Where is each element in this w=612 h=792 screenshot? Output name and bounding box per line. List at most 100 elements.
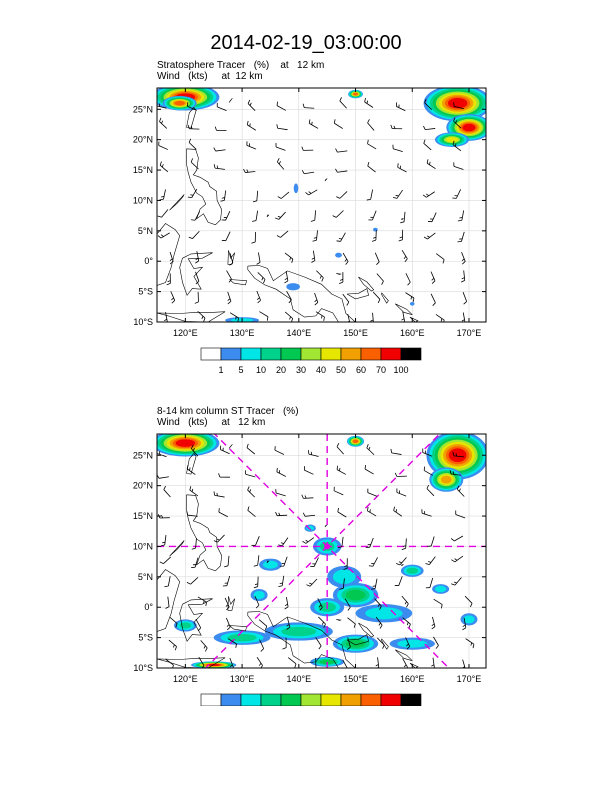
wind-barb [335, 168, 348, 173]
tracer-contour [319, 659, 335, 665]
wind-barb [336, 191, 348, 199]
y-tick-label: 5°S [138, 287, 153, 297]
wind-barb [275, 511, 288, 517]
wind-barb [159, 556, 172, 565]
coastline [179, 252, 213, 296]
wind-barb [393, 506, 403, 517]
wind-barb [259, 639, 265, 652]
wind-barb [314, 292, 319, 306]
wind-barb [332, 210, 344, 218]
wind-barb [311, 250, 316, 263]
coastline [186, 106, 197, 129]
plot-background [157, 88, 486, 322]
wind-barb [284, 252, 294, 263]
colorbar-label: 70 [376, 365, 386, 375]
wind-barb [465, 638, 475, 649]
x-tick-label: 170°E [457, 674, 482, 684]
plot-area [157, 88, 486, 322]
wind-barb [287, 657, 297, 668]
wind-barb [310, 557, 319, 567]
wind-barb [200, 640, 208, 652]
y-tick-label: 10°S [133, 663, 153, 673]
wind-barb [301, 146, 314, 151]
wind-barb [400, 211, 406, 224]
wind-barb [276, 124, 288, 131]
wind-barb [229, 253, 234, 266]
y-tick-label: 20°N [133, 481, 153, 491]
wind-barb [275, 489, 286, 497]
wind-barb [333, 119, 343, 129]
wind-barb [343, 558, 348, 571]
wind-barb [187, 188, 198, 199]
tracer-contour [435, 585, 447, 593]
wind-barb [166, 273, 171, 286]
wind-barb [186, 577, 199, 585]
wind-barb [246, 443, 256, 455]
wind-barb [276, 101, 287, 111]
wind-barb [170, 291, 176, 304]
wind-barb [307, 450, 319, 457]
coastline [346, 288, 369, 300]
wind-barb [405, 273, 411, 286]
tracer-region [348, 89, 363, 99]
tracer-region [434, 132, 469, 147]
y-tick-label: 0° [144, 256, 153, 266]
wind-barb [366, 444, 375, 456]
tracer-region [259, 558, 282, 571]
wind-barb [190, 444, 199, 457]
tracer-region [162, 95, 197, 111]
wind-barb [372, 291, 381, 304]
wind-barb [428, 212, 437, 223]
wind-barb [310, 210, 316, 222]
wind-barb [277, 191, 290, 199]
wind-barb [226, 270, 232, 283]
x-tick-label: 150°E [343, 674, 368, 684]
wind-barb [430, 271, 436, 284]
tracer-region [355, 604, 413, 623]
wind-barb [157, 209, 169, 218]
wind-barb [462, 617, 467, 631]
coastline [358, 622, 375, 638]
wind-barb [157, 232, 170, 239]
y-tick-label: 5°N [138, 572, 153, 582]
coastline [401, 218, 405, 221]
bottom-panel-subtitle: Wind (kts) at 12 km [157, 417, 266, 428]
tracer-contour [447, 98, 468, 109]
wind-barb [164, 312, 168, 322]
tracer-contour [335, 252, 342, 258]
x-tick-label: 120°E [173, 674, 198, 684]
wind-barb [401, 250, 408, 263]
wind-barb [256, 290, 261, 304]
y-tick-label: 0° [144, 602, 153, 612]
wind-barb [390, 448, 402, 455]
wind-barb [213, 164, 225, 170]
wind-barb [401, 538, 407, 550]
tracer-region [409, 301, 415, 306]
tracer-contour [406, 567, 419, 574]
wind-barb [191, 211, 201, 221]
coastline [157, 657, 226, 668]
wind-barb [451, 577, 462, 586]
colorbar-box [260, 693, 282, 706]
coastline [381, 638, 389, 650]
coastline [228, 98, 233, 103]
tracer-region [332, 582, 379, 608]
coastline [247, 611, 356, 668]
x-tick-label: 130°E [230, 328, 255, 338]
wind-barb [247, 506, 256, 518]
coastline [266, 560, 270, 564]
tracer-contour [253, 591, 265, 600]
wind-barb [347, 617, 356, 628]
tracer-contour [462, 123, 476, 132]
tracer-contour [332, 569, 356, 585]
wind-barb [252, 190, 259, 203]
coastline [247, 265, 356, 322]
wind-barb [450, 535, 464, 542]
wind-barb [453, 102, 465, 110]
wind-barb [189, 486, 199, 497]
wind-barb [275, 143, 286, 151]
wind-barb [426, 484, 435, 497]
tracer-contour [463, 615, 475, 624]
coastline [157, 569, 181, 632]
wind-barb [247, 486, 255, 498]
